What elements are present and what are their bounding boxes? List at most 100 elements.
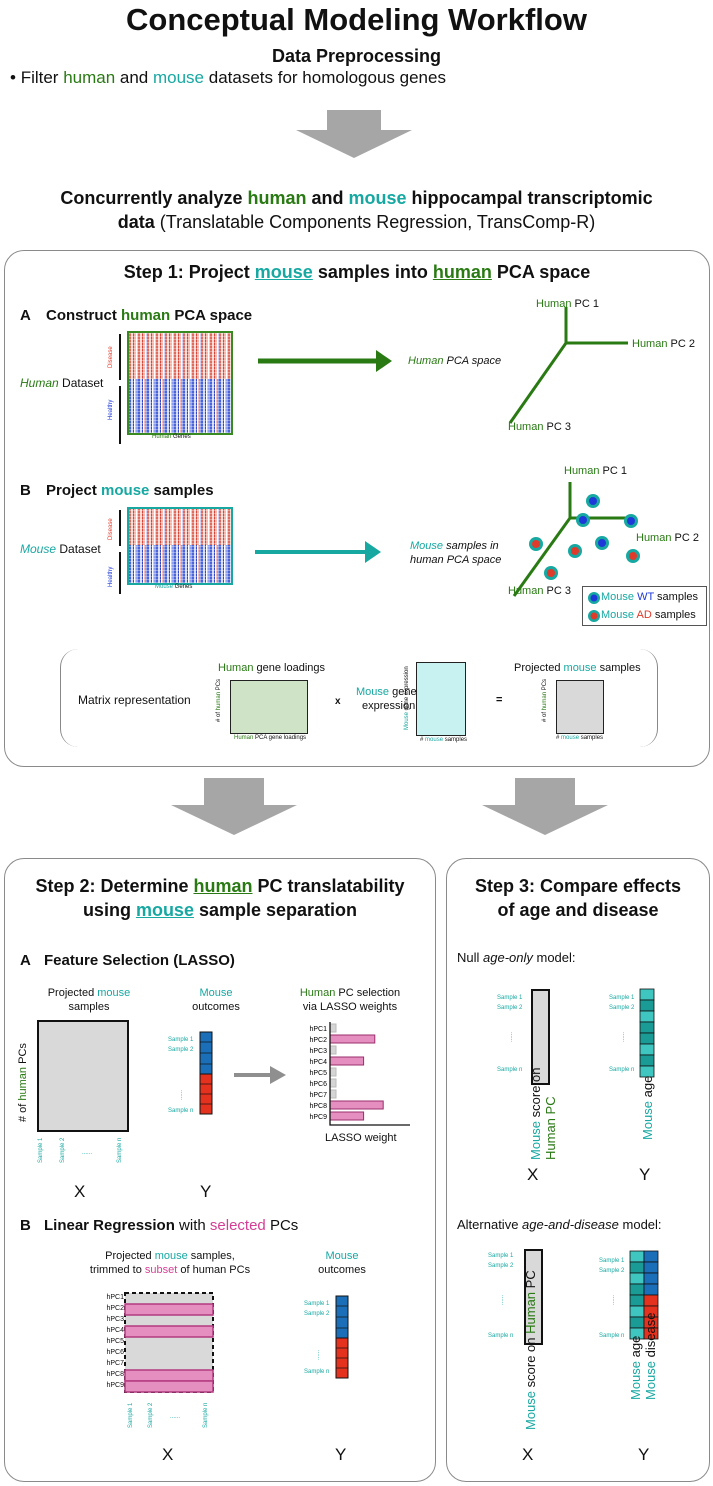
group-brackets: [119, 334, 121, 444]
sample-label: Sample n: [599, 1333, 625, 1339]
projected-y-label: # of human PCs: [542, 678, 548, 722]
ad-sample-point: [529, 537, 543, 551]
projected-samples-matrix: [37, 1020, 129, 1132]
wt-sample-point: [624, 514, 638, 528]
age-disease-matrix: [629, 1250, 659, 1340]
sample-label: Sample n: [497, 1067, 523, 1073]
loadings-y-label: # of human PCs: [216, 678, 222, 722]
sample-label: Sample n: [117, 1137, 123, 1163]
pc3-label: Human PC 3: [508, 585, 571, 597]
step3-title-l2: of age and disease: [497, 900, 659, 920]
expression-y-label: Mouse gene expression: [404, 666, 410, 730]
loadings-x-label: Human PCA gene loadings: [234, 735, 307, 741]
mouse-outcomes-l2: outcomes: [318, 1264, 366, 1276]
sample-label: Sample 2: [148, 1402, 154, 1428]
lasso-bar: [329, 1078, 337, 1088]
sample-ellipsis: ......: [621, 1032, 627, 1043]
outcome-ellipsis: ......: [316, 1350, 322, 1361]
lasso-chart: hPC1 hPC2 hPC3 hPC4 hPC5 hPC6 hPC7 hPC8 hPC9: [309, 1022, 410, 1126]
lasso-bar: [329, 1023, 337, 1033]
score-vector: [524, 1249, 543, 1345]
wt-sample-point: [586, 494, 600, 508]
loadings-title: Human gene loadings: [218, 662, 326, 674]
x-label: X: [522, 1445, 534, 1464]
equals-sign: =: [496, 694, 503, 706]
step1-title: Step 1: Project mouse samples into human…: [123, 262, 591, 282]
sample-label: Sample n: [609, 1067, 635, 1073]
sample-label: Sample 2: [488, 1263, 514, 1269]
lasso-bar: [329, 1045, 337, 1055]
projected-matrix: [556, 680, 604, 734]
chart-tick-label: hPC1: [309, 1026, 327, 1033]
sample-label: Sample n: [488, 1333, 514, 1339]
lasso-bar: [329, 1034, 376, 1044]
outcome-sample-label: Sample n: [304, 1369, 330, 1375]
right-arrow-icon: [258, 350, 392, 372]
sample-ellipsis: ......: [500, 1295, 506, 1306]
pc-row-label: hPC1: [106, 1294, 124, 1301]
sample-points: [529, 494, 640, 580]
pc-row-label: hPC7: [106, 1360, 124, 1367]
ad-sample-point: [626, 549, 640, 563]
bullet: •: [10, 68, 16, 87]
age-label: Mouse age: [640, 1075, 655, 1140]
mouse-outcomes-l1: Mouse: [325, 1250, 359, 1262]
human-dataset-label: Human Dataset: [20, 376, 104, 390]
chart-tick-label: hPC3: [309, 1048, 327, 1055]
outcome-sample-label: Sample 2: [168, 1047, 194, 1053]
y-label: Y: [200, 1182, 212, 1201]
step3-title-l1: Step 3: Compare effects: [474, 876, 682, 896]
legend-markers: [588, 592, 600, 622]
chart-title-l1: Human PC selection: [299, 987, 401, 999]
sample-ellipsis: ......: [611, 1295, 617, 1306]
trimmed-pc-labels: hPC1 hPC2 hPC3 hPC4 hPC5 hPC6 hPC7 hPC8 hPC9: [100, 1292, 124, 1392]
step2-title-l1: Step 2: Determine human PC translatabili…: [35, 876, 405, 896]
lasso-bar: [329, 1089, 337, 1099]
wt-sample-point: [595, 536, 609, 550]
step1b-title: B Project mouse samples: [20, 482, 214, 499]
chart-tick-label: hPC7: [309, 1092, 327, 1099]
mouse-space-line2: human PCA space: [410, 554, 502, 566]
y-label: Y: [638, 1445, 650, 1464]
pc-row-label: hPC8: [106, 1371, 124, 1378]
mouse-space-line1: Mouse samples in: [410, 540, 499, 552]
projected-title: Projected mouse samples: [514, 662, 641, 674]
pc3-label: Human PC 3: [508, 421, 571, 433]
concurrent-line1: Concurrently analyze human and mouse hip…: [60, 188, 653, 208]
sample-label: Sample 2: [599, 1268, 625, 1274]
right-arrow-icon: [234, 1066, 286, 1084]
outcome-sample-label: Sample 1: [168, 1037, 194, 1043]
age-disease-label: Mouse age Mouse disease: [628, 1312, 658, 1400]
chart-title-l2: via LASSO weights: [302, 1001, 398, 1013]
expression-l1: Mouse gene: [356, 686, 417, 698]
human-pca-axes: [508, 307, 628, 424]
projected-samples-l1: Projected mouse: [47, 987, 131, 999]
pc1-label: Human PC 1: [536, 298, 599, 310]
trimmed-l2: trimmed to subset of human PCs: [89, 1264, 251, 1276]
legend: [582, 586, 707, 626]
x-label: X: [162, 1445, 174, 1464]
outcome-ellipsis: ......: [179, 1090, 185, 1101]
lasso-bar: [329, 1111, 365, 1121]
projected-samples-l2: samples: [68, 1001, 110, 1013]
pc-row-label: hPC9: [106, 1382, 124, 1389]
sample-ellipsis: ......: [82, 1150, 93, 1156]
step2-panel: [4, 858, 436, 1482]
score-vector: [531, 989, 550, 1085]
pc-row-label: hPC3: [106, 1316, 124, 1323]
times-sign: x: [335, 696, 341, 707]
y-label: Y: [335, 1445, 347, 1464]
pc-row-label: hPC6: [106, 1349, 124, 1356]
mouse-outcomes-l2: outcomes: [192, 1001, 240, 1013]
outcome-sample-label: Sample 1: [304, 1301, 330, 1307]
pc-row-label: hPC4: [106, 1327, 124, 1334]
legend-wt: Mouse WT samples: [601, 591, 699, 603]
sample-ellipsis: ......: [170, 1414, 181, 1420]
sample-label: Sample n: [203, 1402, 209, 1428]
sample-label: Sample 1: [497, 995, 523, 1001]
human-pca-space-label: Human PCA space: [408, 355, 502, 367]
sample-label: Sample 1: [609, 995, 635, 1001]
selected-pc-row: [124, 1303, 214, 1316]
preprocess-line: • Filter human and mouse datasets for ho…: [10, 68, 446, 87]
